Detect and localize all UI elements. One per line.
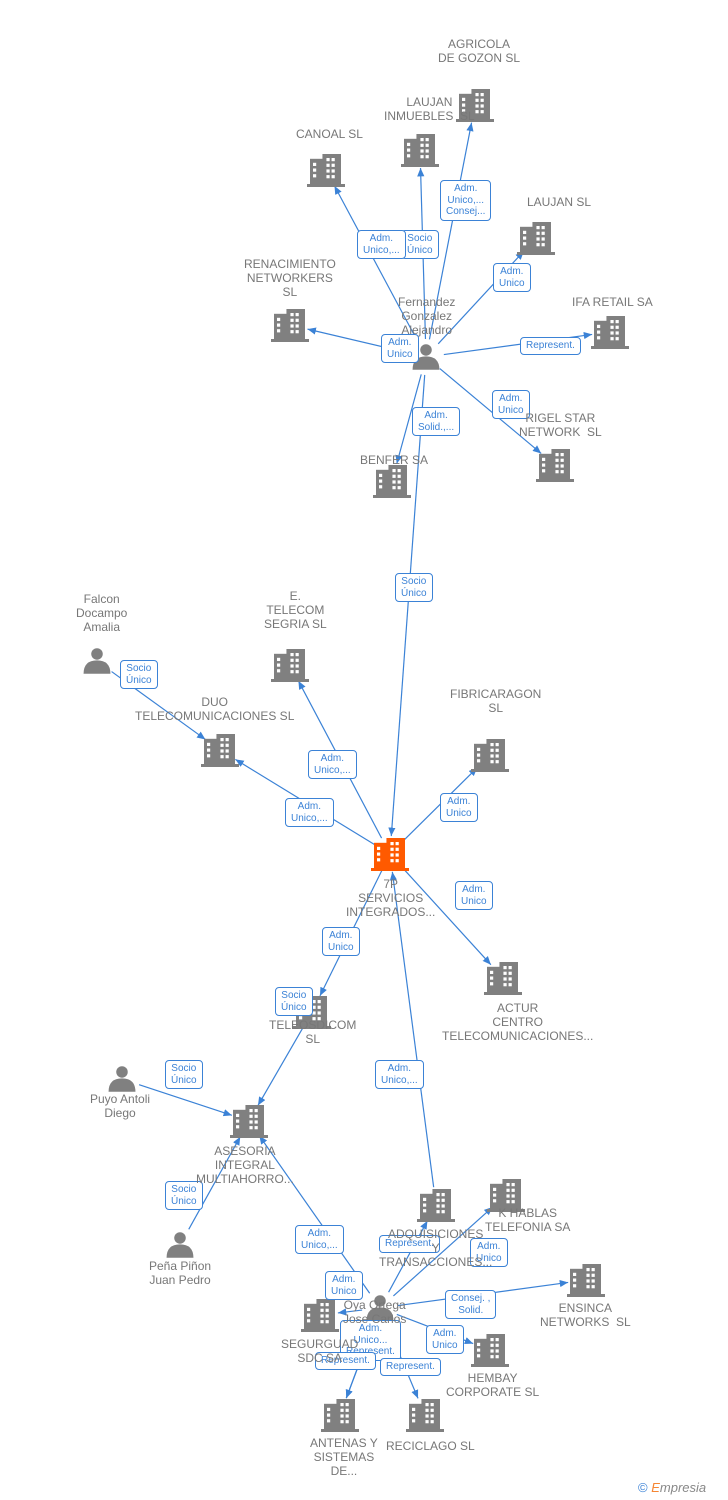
building-icon[interactable] [307,154,345,187]
edge-label: Socio Único [401,230,439,259]
edge-label: Socio Único [165,1060,203,1089]
edge-label: Consej. , Solid. [445,1290,496,1319]
node-label: ACTUR CENTRO TELECOMUNICACIONES... [442,1002,593,1043]
edge-label: Adm. Unico,... Consej... [440,180,491,221]
node-label: RIGEL STAR NETWORK SL [519,412,602,440]
copyright: © Empresia [638,1480,706,1495]
node-label: Falcon Docampo Amalia [76,593,127,634]
edge-label: Adm. Unico [381,334,419,363]
building-icon[interactable] [373,465,411,498]
node-label: HEMBAY CORPORATE SL [446,1372,539,1400]
node-label: TELEOSDICOM SL [269,1019,356,1047]
building-icon[interactable] [230,1105,268,1138]
building-icon[interactable] [406,1399,444,1432]
building-icon[interactable] [271,309,309,342]
edge-label: Adm. Unico [426,1325,464,1354]
node-label: ASESORIA INTEGRAL MULTIAHORRO... [196,1145,294,1186]
node-label: Fernandez Gonzalez Alejandro [398,296,455,337]
node-label: Puyo Antoli Diego [90,1093,150,1121]
building-icon[interactable] [401,134,439,167]
building-icon[interactable] [371,838,409,871]
building-icon[interactable] [591,316,629,349]
edge-label: Socio Único [395,573,433,602]
diagram-svg [0,0,728,1500]
edge-label: Adm. Unico [455,881,493,910]
edge-label: Adm. Unico,... [375,1060,424,1089]
node-label: IFA RETAIL SA [572,296,653,310]
edge-label: Adm. Solid.,... [412,407,460,436]
edge-label: Adm. Unico,... [295,1225,344,1254]
copyright-text: mpresia [660,1480,706,1495]
edge-label: Adm. Unico [493,263,531,292]
node-label: AGRICOLA DE GOZON SL [438,38,520,66]
building-icon[interactable] [301,1299,339,1332]
building-icon[interactable] [471,739,509,772]
node-label: RECICLAGO SL [386,1440,475,1454]
edge-label: Socio Único [275,987,313,1016]
building-icon[interactable] [271,649,309,682]
node-label: FIBRICARAGON SL [450,688,541,716]
node-label: LAUJAN SL [527,196,591,210]
edge-label: Socio Único [120,660,158,689]
node-label: Oya Ortega Jose Carlos [343,1299,406,1327]
edge-label: Adm. Unico,... [357,230,406,259]
node-label: ANTENAS Y SISTEMAS DE... [310,1437,378,1478]
node-label: ADQUISICIONES Y TRANSACCIONES... [379,1228,492,1269]
building-icon[interactable] [536,449,574,482]
edge-label: Represent. [520,337,581,355]
building-icon[interactable] [517,222,555,255]
node-label: LAUJAN INMUEBLES SL [384,96,475,124]
node-label: SEGURGUAD SDC SA [281,1338,358,1366]
node-label: 7P SERVICIOS INTEGRADOS... [346,878,435,919]
edge-label: Adm. Unico [322,927,360,956]
edge-label: Adm. Unico,... [285,798,334,827]
network-diagram: Adm. Unico,... Consej...Socio ÚnicoAdm. … [0,0,728,1500]
building-icon[interactable] [471,1334,509,1367]
node-label: E. TELECOM SEGRIA SL [264,590,327,631]
person-icon[interactable] [167,1232,194,1258]
building-icon[interactable] [484,962,522,995]
building-icon[interactable] [567,1264,605,1297]
node-label: CANOAL SL [296,128,363,142]
person-icon[interactable] [109,1066,136,1092]
node-label: ENSINCA NETWORKS SL [540,1302,631,1330]
edge-label: Adm. Unico [325,1271,363,1300]
node-label: K HABLAS TELEFONIA SA [485,1207,570,1235]
node-label: BENFER SA [360,454,428,468]
edge-line [391,375,424,836]
node-label: RENACIMIENTO NETWORKERS SL [244,258,336,299]
edge-line [139,1085,232,1116]
edge-label: Represent. [380,1358,441,1376]
building-icon[interactable] [201,734,239,767]
person-icon[interactable] [84,648,111,674]
node-label: Peña Piñon Juan Pedro [149,1260,211,1288]
edge-label: Adm. Unico [440,793,478,822]
node-label: DUO TELECOMUNICACIONES SL [135,696,294,724]
building-icon[interactable] [417,1189,455,1222]
edge-label: Adm. Unico,... [308,750,357,779]
building-icon[interactable] [321,1399,359,1432]
